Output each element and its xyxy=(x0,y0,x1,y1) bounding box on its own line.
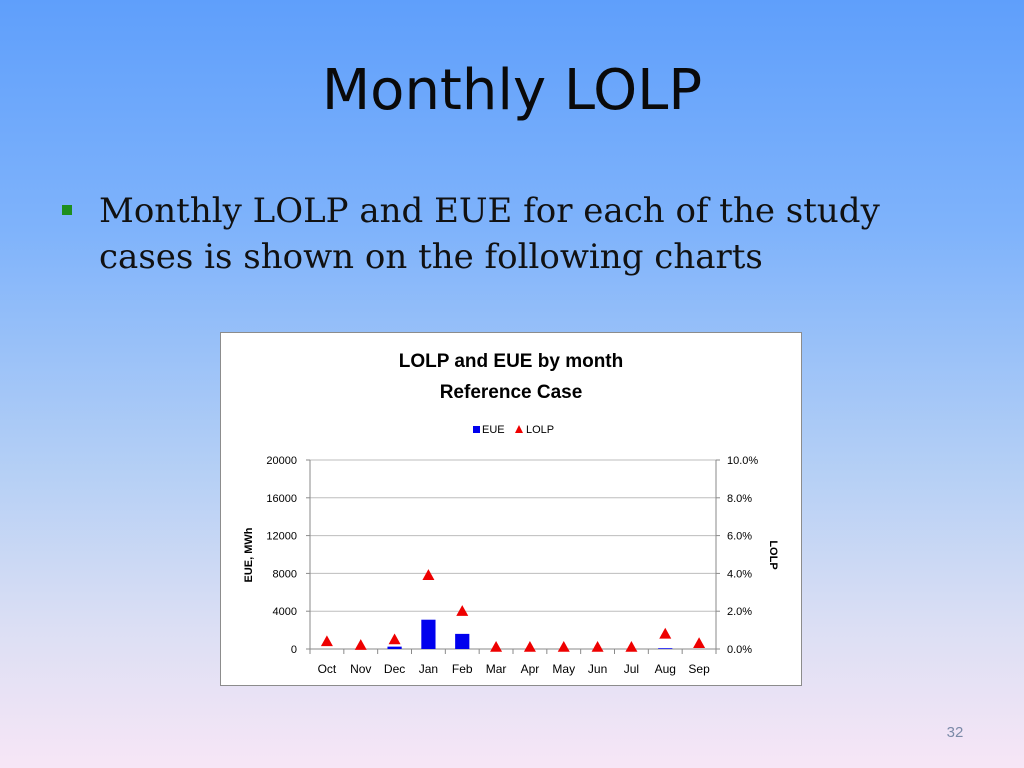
y-tick-label: 0 xyxy=(291,644,297,656)
y-axis-label: EUE, MWh xyxy=(243,527,255,582)
x-tick-label: May xyxy=(552,662,575,676)
chart-axes xyxy=(306,459,720,654)
y2-tick-label: 10.0% xyxy=(727,455,758,467)
x-tick-label: Jan xyxy=(419,662,438,676)
eue-bar xyxy=(387,646,402,649)
eue-bar xyxy=(658,648,673,649)
bullet-list: Monthly LOLP and EUE for each of the stu… xyxy=(62,188,942,280)
bullet-text: Monthly LOLP and EUE for each of the stu… xyxy=(99,191,880,277)
y-tick-label: 16000 xyxy=(266,493,297,505)
legend-eue-swatch xyxy=(473,426,480,433)
lolp-marker xyxy=(388,633,401,645)
y-tick-label: 8000 xyxy=(273,568,297,580)
y-tick-label: 20000 xyxy=(266,455,297,467)
lolp-marker xyxy=(659,627,672,639)
y2-tick-label: 8.0% xyxy=(727,493,752,505)
x-tick-label: Mar xyxy=(486,662,507,676)
lolp-eue-chart: LOLP and EUE by month Reference Case EUE… xyxy=(243,351,779,676)
x-tick-label: Dec xyxy=(384,662,405,676)
y2-axis-label: LOLP xyxy=(767,540,779,569)
x-tick-label: Apr xyxy=(521,662,540,676)
legend-lolp-marker xyxy=(515,425,523,433)
lolp-marker xyxy=(490,641,503,652)
x-tick-label: Feb xyxy=(452,662,473,676)
y2-tick-label: 0.0% xyxy=(727,644,752,656)
bullet-item: Monthly LOLP and EUE for each of the stu… xyxy=(62,188,942,280)
y-tick-label: 12000 xyxy=(266,531,297,543)
lolp-marker xyxy=(557,641,570,652)
y-tick-label: 4000 xyxy=(273,606,297,618)
chart-legend: EUE LOLP xyxy=(473,424,554,436)
lolp-marker xyxy=(523,641,536,652)
chart-title: LOLP and EUE by month xyxy=(399,351,624,372)
lolp-marker xyxy=(354,639,367,650)
x-tick-label: Nov xyxy=(350,662,371,676)
lolp-marker xyxy=(422,569,435,580)
x-tick-label: Jul xyxy=(624,662,639,676)
lolp-marker xyxy=(591,641,604,652)
lolp-marker xyxy=(456,605,469,616)
legend-lolp-label: LOLP xyxy=(526,424,554,436)
x-tick-label: Aug xyxy=(655,662,676,676)
lolp-marker xyxy=(625,641,638,652)
y2-tick-label: 4.0% xyxy=(727,568,752,580)
eue-bar xyxy=(455,633,470,649)
lolp-marker xyxy=(693,637,706,649)
chart-container: LOLP and EUE by month Reference Case EUE… xyxy=(220,332,802,686)
slide-title: Monthly LOLP xyxy=(321,58,703,123)
x-tick-label: Sep xyxy=(688,662,710,676)
x-tick-label: Oct xyxy=(318,662,337,676)
legend-eue-label: EUE xyxy=(482,424,505,436)
y2-tick-label: 2.0% xyxy=(727,606,752,618)
x-tick-label: Jun xyxy=(588,662,607,676)
lolp-markers xyxy=(320,569,706,652)
chart-gridlines xyxy=(310,459,716,612)
chart-tick-labels: 0 0.0% 4000 2.0% 8000 4.0% 12000 6.0% 16000 8.0% 2… xyxy=(266,455,758,676)
slide-number: 32 xyxy=(946,724,964,741)
eue-bars xyxy=(387,619,673,649)
chart-subtitle: Reference Case xyxy=(440,382,583,403)
y2-tick-label: 6.0% xyxy=(727,531,752,543)
square-bullet-icon xyxy=(62,205,72,215)
eue-bar xyxy=(421,619,436,649)
lolp-marker xyxy=(320,635,333,647)
